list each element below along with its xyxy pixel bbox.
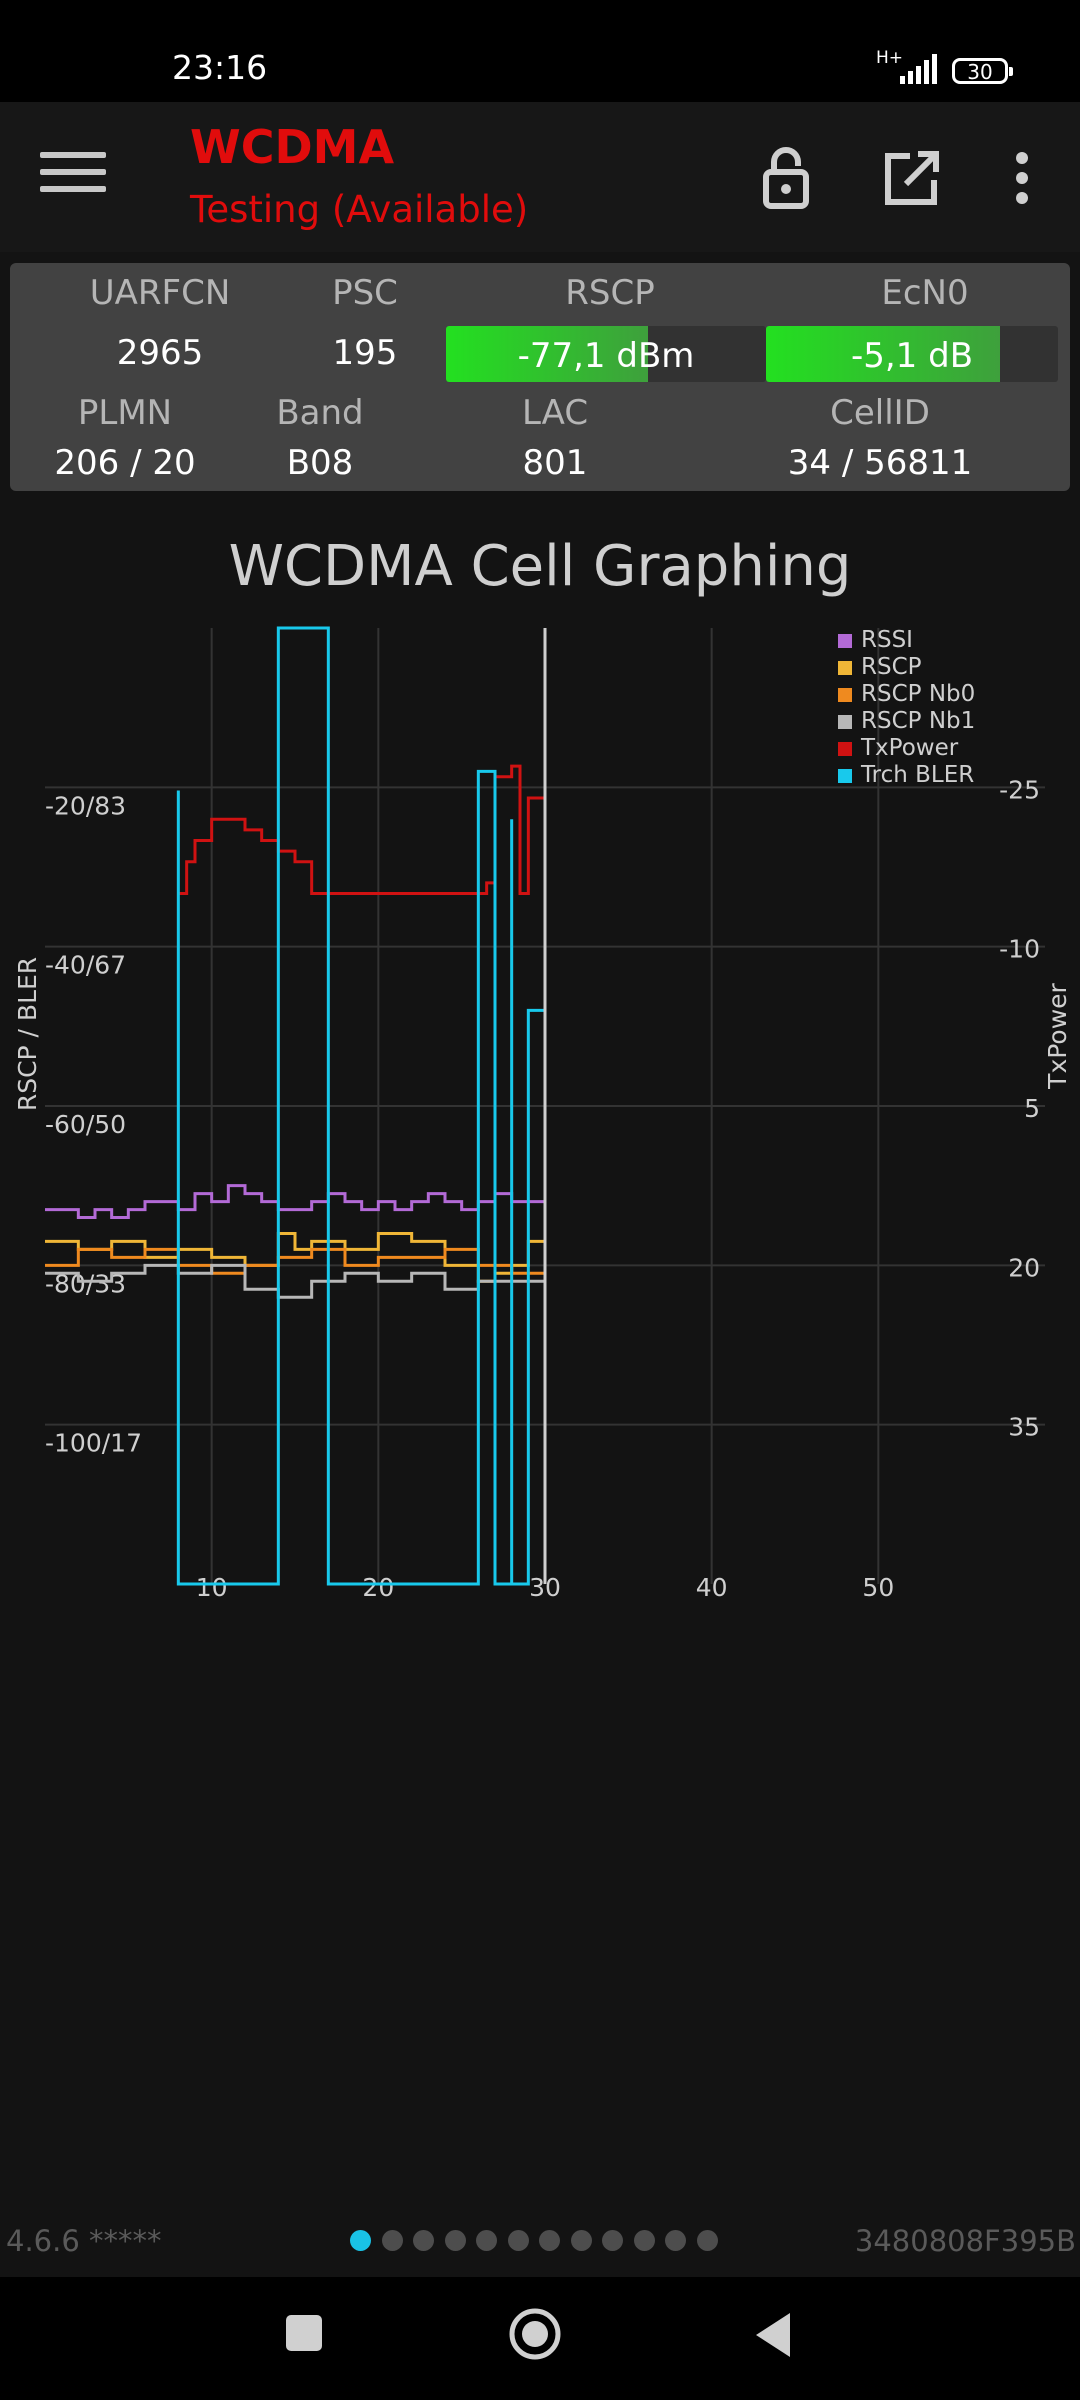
y-tick-label: -60/50 (45, 1110, 126, 1139)
uarfcn-value: 2965 (116, 333, 204, 373)
x-tick-label: 20 (362, 1573, 394, 1602)
back-icon[interactable] (752, 2311, 796, 2359)
page-dot[interactable] (413, 2230, 434, 2251)
y2-tick-label: 5 (1024, 1094, 1040, 1123)
y2-tick-label: -10 (999, 935, 1040, 964)
ecn0-value: -5,1 dB (850, 336, 974, 376)
legend-swatch (838, 661, 852, 675)
y2-axis-label: TxPower (1043, 982, 1072, 1089)
cell-graph-chart[interactable]: 10 20 30 40 50-20/83-40/67-60/50-80/33-100/1… (0, 600, 1080, 1620)
legend-entry: RSSI (861, 627, 913, 653)
system-nav-bar (0, 2277, 1080, 2400)
page-dot[interactable] (507, 2230, 529, 2251)
uarfcn-label: UARFCN (89, 273, 231, 313)
x-tick-label: 40 (696, 1573, 728, 1602)
psc-value: 195 (332, 333, 398, 373)
legend-entry: RSCP (861, 654, 922, 680)
series-line-rssi (45, 1184, 545, 1220)
network-type: H+ (876, 48, 904, 68)
page-dot[interactable] (633, 2230, 655, 2251)
recents-icon[interactable] (282, 2311, 326, 2355)
y2-tick-label: 20 (1008, 1253, 1040, 1282)
menu-icon[interactable] (40, 152, 106, 208)
band-label: Band (276, 393, 364, 433)
ecn0-label: EcN0 (881, 273, 969, 313)
page-dot[interactable] (381, 2230, 403, 2251)
legend-swatch (838, 742, 852, 756)
page-dot[interactable] (696, 2230, 718, 2251)
signal-icon (900, 54, 937, 84)
lock-open-icon[interactable] (746, 138, 826, 218)
rscp-value: -77,1 dBm (517, 336, 695, 376)
device-id: 3480808F395B (854, 2224, 1076, 2258)
page-dot[interactable] (350, 2230, 371, 2251)
y-tick-label: -40/67 (45, 951, 126, 980)
legend-swatch (838, 769, 852, 783)
page-dot[interactable] (602, 2230, 623, 2251)
app-toolbar: WCDMA Testing (Available) (0, 102, 1080, 252)
page-dot[interactable] (570, 2230, 592, 2251)
y-tick-label: -20/83 (45, 791, 126, 820)
series-line-rscp-nb1 (45, 1263, 547, 1299)
page-dot[interactable] (476, 2230, 497, 2251)
rscp-meter: -77,1 dBm (446, 326, 766, 382)
x-tick-label: 50 (862, 1573, 894, 1602)
x-tick-label: 10 (196, 1573, 228, 1602)
open-external-icon[interactable] (872, 138, 952, 218)
cell-info-panel: UARFCN PSC RSCP EcN0 2965 195 -77,1 dBm … (10, 263, 1070, 491)
lac-value: 801 (522, 443, 588, 483)
legend-swatch (838, 634, 852, 648)
legend-entry: TxPower (860, 735, 959, 761)
home-icon[interactable] (508, 2307, 562, 2361)
legend-swatch (838, 688, 852, 702)
series-line-txpower (178, 764, 547, 896)
y2-tick-label: -25 (999, 775, 1040, 804)
cellid-value: 34 / 56811 (787, 443, 973, 483)
page-dot[interactable] (665, 2230, 686, 2251)
status-time: 23:16 (172, 48, 268, 87)
y2-tick-label: 35 (1008, 1413, 1040, 1442)
page-dot[interactable] (539, 2230, 560, 2251)
plmn-value: 206 / 20 (54, 443, 196, 483)
legend-entry: RSCP Nb0 (861, 681, 975, 707)
legend-swatch (838, 715, 852, 729)
rscp-meter-fill (446, 326, 648, 382)
app-version: 4.6.6 ***** (6, 2224, 162, 2258)
page-subtitle: Testing (Available) (190, 188, 529, 231)
page-indicator[interactable] (350, 2230, 728, 2254)
battery-level: 30 (967, 60, 993, 84)
more-vert-icon[interactable] (982, 138, 1062, 218)
plmn-label: PLMN (77, 393, 173, 433)
page-title: WCDMA (190, 120, 395, 174)
legend-entry: RSCP Nb1 (861, 708, 975, 734)
cellid-label: CellID (830, 393, 930, 433)
y-axis-label: RSCP / BLER (13, 957, 42, 1111)
rscp-label: RSCP (565, 273, 655, 313)
y-tick-label: -100/17 (45, 1429, 142, 1458)
series-line-trch-bler (176, 626, 547, 1586)
band-value: B08 (286, 443, 354, 483)
lac-label: LAC (521, 393, 589, 433)
legend-entry: Trch BLER (860, 762, 974, 788)
chart-title: WCDMA Cell Graphing (228, 534, 852, 599)
ecn0-meter: -5,1 dB (766, 326, 1058, 382)
page-dot[interactable] (444, 2230, 466, 2251)
ecn0-meter-fill (766, 326, 1000, 382)
battery-icon: 30 (952, 58, 1013, 84)
psc-label: PSC (332, 273, 398, 313)
status-bar: 23:16 H+ 30 (0, 0, 1080, 102)
